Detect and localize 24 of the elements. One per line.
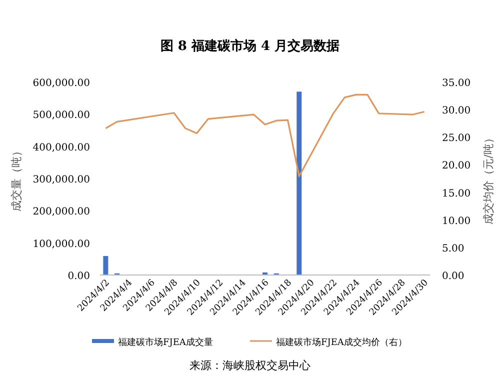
- y-tick-label: 300,000.00: [32, 174, 90, 186]
- y2-tick-label: 10.00: [442, 216, 471, 227]
- y-tick-label: 0.00: [68, 271, 90, 282]
- bar: [296, 92, 302, 275]
- y-tick-label: 600,000.00: [32, 78, 90, 89]
- y2-tick-label: 20.00: [442, 160, 471, 172]
- y-axis-title: 成交量（吨）: [10, 146, 23, 212]
- source-note: 来源：海峡股权交易中心: [190, 359, 310, 372]
- y2-tick-label: 5.00: [442, 243, 464, 254]
- y2-tick-label: 25.00: [442, 133, 471, 144]
- y-tick-label: 100,000.00: [32, 238, 90, 250]
- y2-tick-label: 15.00: [442, 188, 471, 200]
- legend-label: 福建碳市场FJEA成交量: [118, 337, 213, 348]
- y2-axis-title: 成交均价（元/吨）: [482, 132, 495, 224]
- chart-title: 图 8 福建碳市场 4 月交易数据: [160, 38, 340, 54]
- y2-tick-label: 35.00: [442, 78, 471, 89]
- y-tick-label: 200,000.00: [32, 206, 90, 218]
- bar: [103, 256, 108, 275]
- line-series: [104, 94, 426, 178]
- legend-label: 福建碳市场FJEA成交均价（右）: [276, 337, 407, 348]
- y-tick-label: 400,000.00: [32, 142, 90, 154]
- y-tick-label: 500,000.00: [32, 110, 90, 122]
- y2-tick-label: 30.00: [442, 106, 471, 117]
- y2-tick-label: 0.00: [442, 271, 464, 282]
